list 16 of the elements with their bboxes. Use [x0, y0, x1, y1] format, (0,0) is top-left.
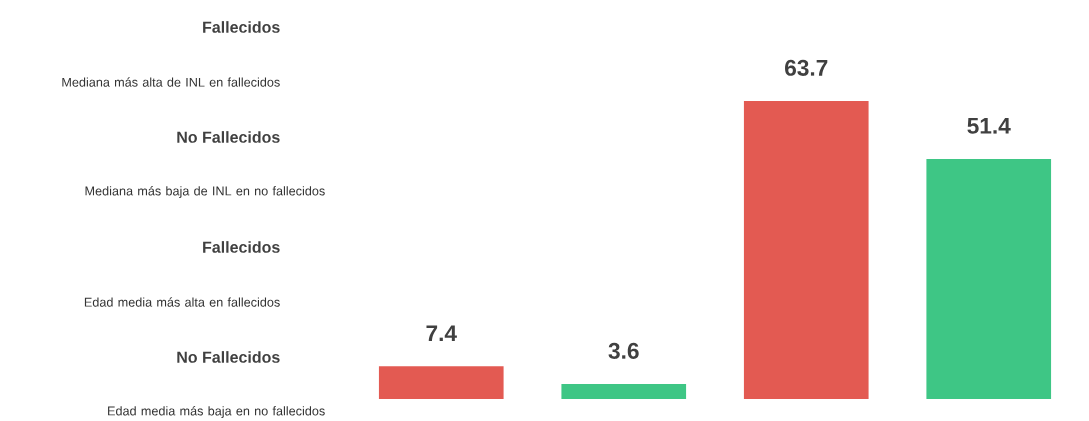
text: Mediana más baja de INL en no fallecidos [85, 186, 325, 198]
text: No Fallecidos [177, 351, 280, 363]
text: Mediana más alta de INL en fallecidos [62, 77, 280, 87]
data-label: 51.4 [967, 118, 1011, 134]
text: Edad media más alta en fallecidos [84, 297, 280, 307]
data-label: 7.4 [426, 325, 457, 342]
bar [924, 156, 1054, 401]
text: Fallecidos [203, 241, 280, 253]
bar [376, 364, 506, 401]
text: No Fallecidos [177, 131, 280, 143]
bar [741, 99, 871, 401]
text: Fallecidos [203, 21, 280, 33]
data-label: 63.7 [785, 59, 828, 76]
text: Edad media más baja en no fallecidos [108, 406, 325, 418]
bar [559, 382, 689, 401]
data-label: 3.6 [608, 342, 639, 359]
